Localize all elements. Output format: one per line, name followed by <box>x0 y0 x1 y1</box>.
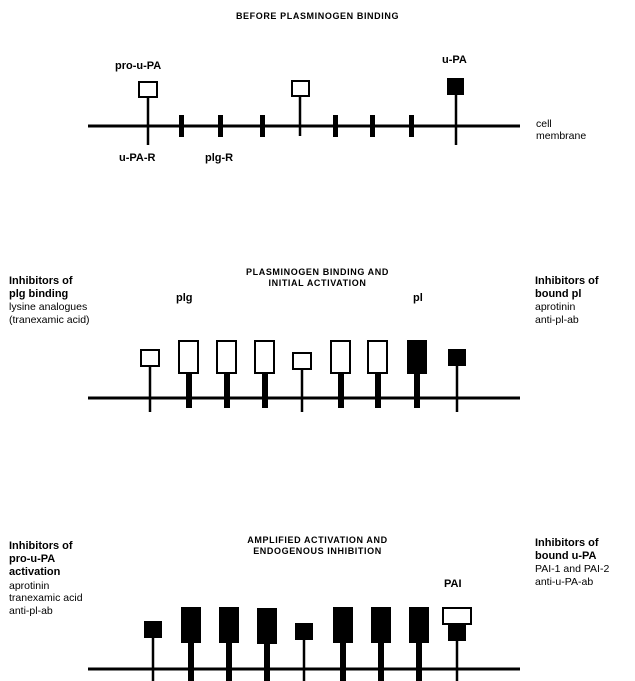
upa-box <box>144 621 162 638</box>
inhibitors-bound-pl-item-2: anti-pl-ab <box>535 313 579 326</box>
inhibitors-bound-pl-heading-1: Inhibitors of <box>535 275 599 287</box>
pai-box <box>442 607 472 625</box>
plg-box <box>330 340 351 374</box>
upa-box <box>447 78 464 95</box>
inhibitors-bound-upa-item-2: anti-u-PA-ab <box>535 575 594 588</box>
plg-receptor <box>414 370 420 408</box>
plg-receptor <box>340 640 346 681</box>
inhibitors-pro-upa-item-3: anti-pl-ab <box>9 604 53 617</box>
inhibitors-pro-upa-activation: Inhibitors of pro-u-PA activation aproti… <box>9 540 83 617</box>
plg-receptor <box>226 640 232 681</box>
inhibitors-bound-pl-item-1: aprotinin <box>535 301 576 314</box>
inhibitors-bound-upa: Inhibitors of bound u-PA PAI-1 and PAI-2… <box>535 537 609 589</box>
inhibitors-pro-upa-heading-2: pro-u-PA <box>9 553 56 566</box>
plg-receptor <box>186 370 192 408</box>
pl-box <box>181 607 201 643</box>
plg-receptor <box>333 115 338 137</box>
pl-box <box>219 607 239 643</box>
plg-receptor <box>409 115 414 137</box>
inhibitors-pro-upa-heading-1: Inhibitors of <box>9 540 73 552</box>
pl-box <box>257 608 277 644</box>
plg-receptor <box>264 640 270 681</box>
pro-upa-box <box>138 81 158 98</box>
inhibitors-plg-binding-heading-1: Inhibitors of <box>9 275 73 287</box>
plg-box <box>178 340 199 374</box>
plg-receptor <box>260 115 265 137</box>
pl-box <box>407 340 427 374</box>
plg-receptor <box>179 115 184 137</box>
panel2-title-line1: PLASMINOGEN BINDING AND <box>246 267 389 277</box>
plg-box <box>367 340 388 374</box>
cell-membrane-label-line2: membrane <box>536 130 587 142</box>
inhibitors-plg-binding: Inhibitors of plg binding lysine analogu… <box>9 275 90 327</box>
plg-label: plg <box>176 292 193 304</box>
pl-box <box>409 607 429 643</box>
plg-receptor <box>370 115 375 137</box>
pro-upa-box <box>140 349 160 367</box>
upa-label: u-PA <box>442 54 467 66</box>
inhibitors-bound-upa-item-1: PAI-1 and PAI-2 <box>535 563 610 576</box>
upa-r-label: u-PA-R <box>119 152 156 164</box>
plg-receptor <box>224 370 230 408</box>
panel3-graphics <box>88 607 520 681</box>
pro-upa-label: pro-u-PA <box>115 60 162 72</box>
plg-receptor <box>416 640 422 681</box>
inhibitors-bound-upa-heading-2: bound u-PA <box>535 550 597 563</box>
panel3-title-line1: AMPLIFIED ACTIVATION AND <box>247 535 388 545</box>
plg-receptor <box>262 370 268 408</box>
inhibitors-pro-upa-item-2: tranexamic acid <box>9 592 83 605</box>
panel2-graphics <box>88 340 520 412</box>
plg-receptor <box>218 115 223 137</box>
inhibitors-plg-binding-item-2: (tranexamic acid) <box>9 313 90 326</box>
plg-box <box>216 340 237 374</box>
upa-box <box>448 349 466 366</box>
inhibitors-bound-upa-heading-1: Inhibitors of <box>535 537 599 549</box>
panel3-title-line2: ENDOGENOUS INHIBITION <box>253 546 382 556</box>
cell-membrane-label-line1: cell <box>536 118 552 130</box>
inhibitors-plg-binding-item-1: lysine analogues <box>9 301 88 314</box>
pl-box <box>333 607 353 643</box>
pro-upa-box <box>291 80 310 97</box>
panel2-title-line2: INITIAL ACTIVATION <box>268 278 367 288</box>
inhibitors-pro-upa-item-1: aprotinin <box>9 579 50 592</box>
inhibitors-pro-upa-heading-3: activation <box>9 566 61 579</box>
pro-upa-box <box>292 352 312 370</box>
plg-receptor <box>338 370 344 408</box>
pl-box <box>371 607 391 643</box>
plg-receptor <box>378 640 384 681</box>
plg-r-label: plg-R <box>205 152 234 164</box>
pai-label: PAI <box>444 578 462 590</box>
panel1-graphics <box>88 78 520 145</box>
plg-receptor <box>188 640 194 681</box>
plg-receptor <box>375 370 381 408</box>
inhibitors-bound-pl: Inhibitors of bound pl aprotinin anti-pl… <box>535 275 599 327</box>
upa-box <box>295 623 313 640</box>
inhibitors-bound-pl-heading-2: bound pl <box>535 288 582 301</box>
plg-box <box>254 340 275 374</box>
inhibitors-plg-binding-heading-2: plg binding <box>9 288 69 301</box>
pl-label: pl <box>413 292 423 304</box>
upa-box <box>448 624 466 641</box>
panel1-title: BEFORE PLASMINOGEN BINDING <box>235 11 400 21</box>
